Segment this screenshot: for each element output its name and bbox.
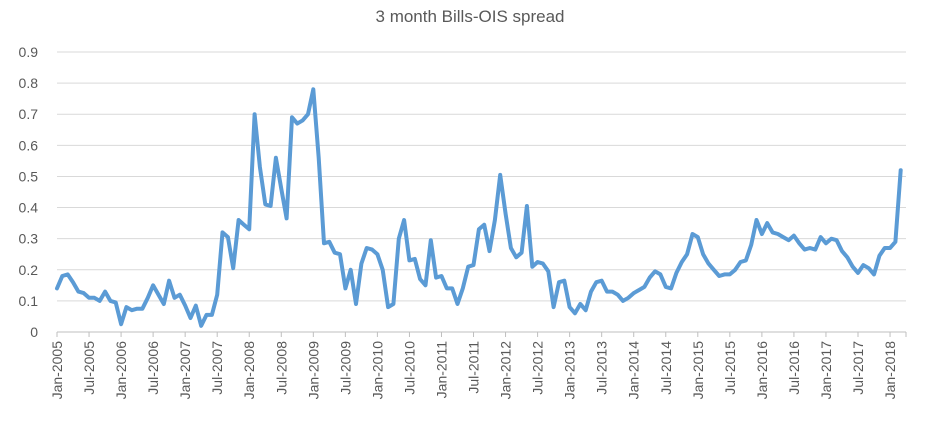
x-tick-label: Jul-2009 xyxy=(337,341,353,395)
y-tick-label: 0.6 xyxy=(19,137,39,153)
x-tick-label: Jul-2015 xyxy=(722,341,738,395)
y-tick-label: 0.3 xyxy=(19,231,39,247)
x-tick-label: Jan-2014 xyxy=(626,341,642,400)
y-tick-label: 0.9 xyxy=(19,44,39,60)
x-tick-label: Jul-2008 xyxy=(273,341,289,395)
x-tick-label: Jan-2013 xyxy=(562,341,578,400)
x-tick-label: Jul-2005 xyxy=(81,341,97,395)
x-tick-label: Jan-2006 xyxy=(113,341,129,400)
y-tick-label: 0.1 xyxy=(19,293,39,309)
x-tick-label: Jan-2012 xyxy=(498,341,514,400)
x-tick-label: Jul-2014 xyxy=(658,341,674,395)
gridlines xyxy=(57,51,906,302)
x-tick-label: Jan-2009 xyxy=(305,341,321,400)
chart-title: 3 month Bills-OIS spread xyxy=(376,7,565,26)
x-tick-label: Jan-2005 xyxy=(49,341,65,400)
x-tick-label: Jul-2006 xyxy=(145,341,161,395)
x-tick-label: Jul-2013 xyxy=(594,341,610,395)
x-tick-label: Jul-2012 xyxy=(530,341,546,395)
y-tick-label: 0.7 xyxy=(19,106,39,122)
x-tick-label: Jan-2007 xyxy=(177,341,193,400)
x-tick-label: Jan-2018 xyxy=(882,341,898,400)
x-tick-label: Jan-2015 xyxy=(690,341,706,400)
series-line xyxy=(55,87,903,328)
x-tick-label: Jul-2007 xyxy=(209,341,225,395)
x-tick-label: Jan-2008 xyxy=(241,341,257,400)
x-tick-label: Jul-2011 xyxy=(466,341,482,394)
x-tick-label: Jul-2010 xyxy=(401,341,417,395)
y-tick-label: 0 xyxy=(30,324,38,340)
x-tick-label: Jan-2010 xyxy=(369,341,385,400)
y-tick-label: 0.2 xyxy=(19,262,39,278)
x-axis: Jan-2005 Jul-2005 Jan-2006 Jul-2006 Jan-2007… xyxy=(49,332,907,400)
x-tick-label: Jan-2011 xyxy=(433,341,449,399)
y-tick-label: 0.4 xyxy=(19,200,39,216)
y-axis: 0 0.1 0.2 0.3 0.4 0.5 0.6 0.7 0.8 0.9 xyxy=(19,44,39,340)
x-tick-label: Jan-2017 xyxy=(818,341,834,400)
x-tick-label: Jan-2016 xyxy=(754,341,770,400)
x-tick-label: Jul-2016 xyxy=(786,341,802,395)
x-tick-label: Jul-2017 xyxy=(850,341,866,395)
y-tick-label: 0.8 xyxy=(19,75,39,91)
y-tick-label: 0.5 xyxy=(19,168,39,184)
